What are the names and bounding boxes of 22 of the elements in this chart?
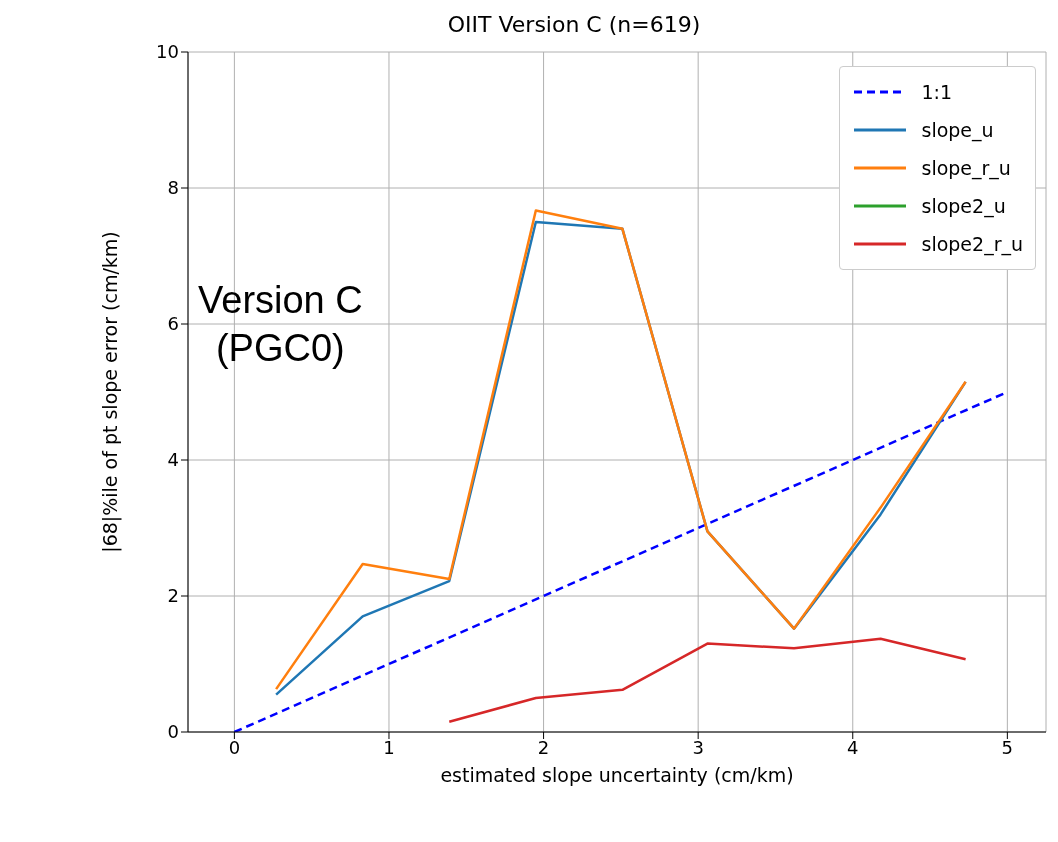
legend-label: slope2_u [921,195,1006,217]
chart-title: OIIT Version C (n=619) [446,11,702,39]
x-tick-label: 3 [692,736,704,758]
x-tick-label: 0 [228,736,241,758]
y-tick-label: 0 [167,721,179,743]
x-tick-label: 2 [537,736,550,758]
y-tick-label: 4 [167,449,179,471]
y-tick-label: 2 [167,585,179,607]
y-tick-label: 8 [167,177,179,199]
legend-label: slope2_r_u [921,233,1023,255]
line-series [448,637,967,724]
x-tick-label: 5 [1001,736,1014,758]
y-axis-title: |68|%ile of pt slope error (cm/km) [98,231,122,553]
legend-label: slope_r_u [921,157,1011,179]
x-tick-label: 4 [847,736,859,758]
x-tick-label: 1 [383,736,395,758]
y-tick-label: 6 [167,313,179,335]
x-axis-title: estimated slope uncertainty (cm/km) [440,764,794,786]
y-tick-label: 10 [156,41,179,63]
legend-label: slope_u [921,119,994,141]
annotation: Version C (PGC0) [198,278,363,371]
legend-label: 1:1 [921,81,953,103]
